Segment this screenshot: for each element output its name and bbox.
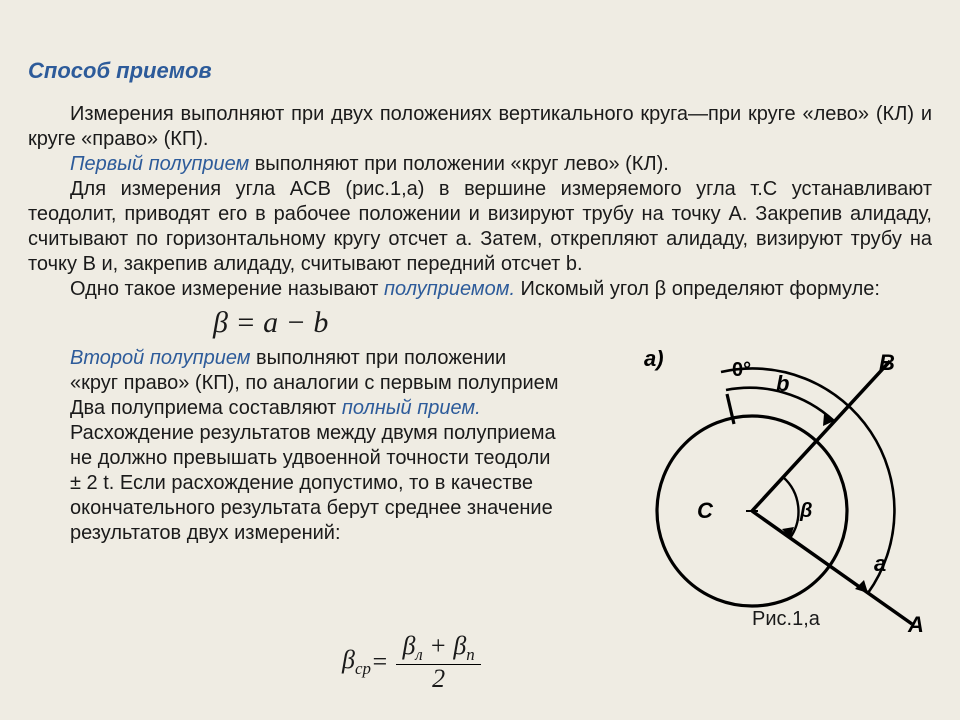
f2-fraction: βл + βп 2 [396, 632, 480, 692]
fig-beta: β [799, 500, 812, 522]
para4c: Искомый угол β определяют формуле: [515, 278, 880, 300]
main-text: Измерения выполняют при двух положениях … [28, 102, 932, 302]
formula-beta: β = a − b [213, 306, 932, 340]
l1b: выполняют при положении [250, 347, 506, 369]
para3: Для измерения угла ACB (рис.1,а) в верши… [28, 178, 932, 275]
fig-B: B [879, 350, 895, 375]
f2-eq: = [371, 647, 389, 677]
lower-text: Второй полуприем выполняют при положении… [28, 346, 602, 636]
l8: результатов двух измерений: [70, 522, 341, 544]
l6: ± 2 t. Если расхождение допустимо, то в … [70, 472, 533, 494]
f2-lhs: βср [342, 645, 371, 679]
l7: окончательного результата берут среднее … [70, 497, 553, 519]
fig-A: A [907, 612, 924, 636]
fig-zero: 0° [732, 359, 751, 381]
figure-caption: Рис.1,а [752, 608, 820, 631]
l3a: Два полуприема составляют [70, 397, 342, 419]
fig-label-a: a) [644, 346, 664, 371]
para4a: Одно такое измерение называют [70, 278, 384, 300]
fig-a: a [874, 551, 886, 576]
page-title: Способ приемов [28, 58, 932, 84]
fig-C: C [697, 498, 714, 523]
para1: Измерения выполняют при двух положениях … [28, 103, 932, 150]
fig-b: b [776, 371, 789, 396]
l2: «круг право» (КП), по аналогии с первым … [70, 372, 559, 394]
para2-rest: выполняют при положении «круг лево» (КЛ)… [249, 153, 669, 175]
half-step-term: полуприемом. [384, 278, 515, 300]
l4: Расхождение результатов между двумя полу… [70, 422, 556, 444]
first-half-step: Первый полуприем [70, 153, 249, 175]
formula-average: βср = βл + βп 2 [342, 632, 481, 692]
full-step-term: полный прием. [342, 397, 481, 419]
figure-1a: a) 0° B b C β a A Рис.1,а [602, 346, 932, 636]
l5: не должно превышать удвоенной точности т… [70, 447, 550, 469]
second-half-step: Второй полуприем [70, 347, 250, 369]
